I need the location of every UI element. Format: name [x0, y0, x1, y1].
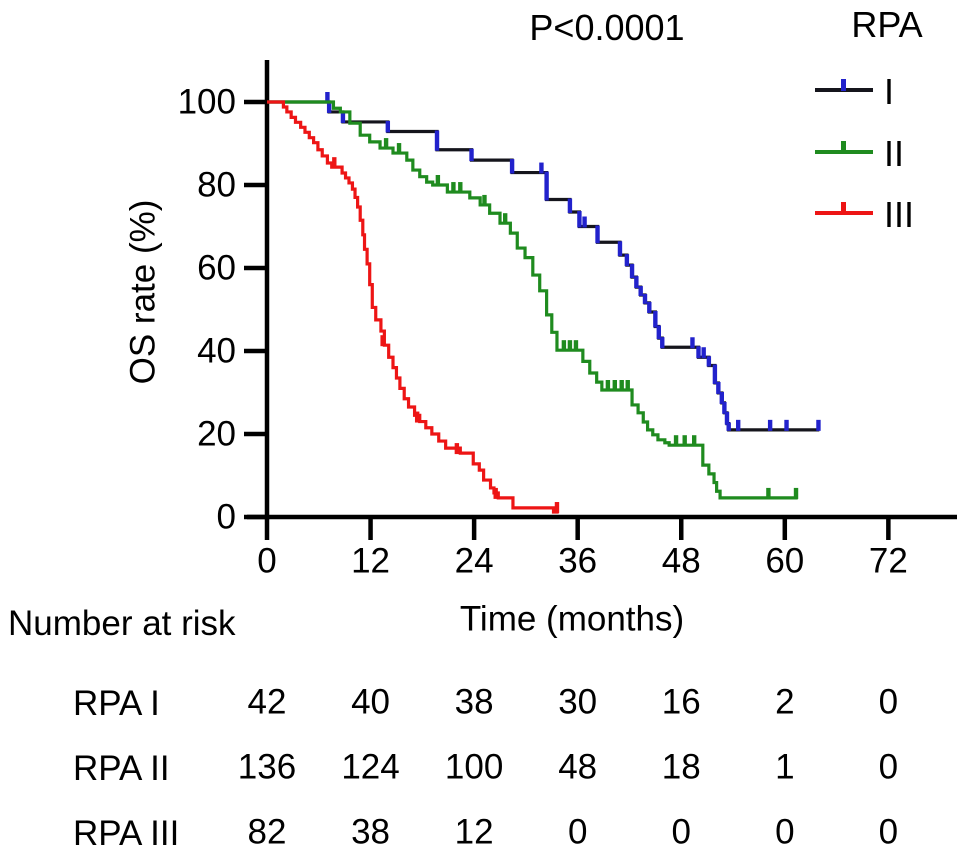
- x-axis-title: Time (months): [459, 599, 685, 639]
- risk-count-cell: 100: [444, 747, 504, 787]
- legend-title: RPA: [851, 4, 923, 45]
- y-tick-label: 20: [197, 414, 236, 454]
- x-tick-label: 12: [351, 541, 391, 581]
- x-tick-label: 36: [558, 541, 598, 581]
- risk-count-cell: 1: [775, 747, 795, 787]
- legend-label-III: III: [884, 194, 915, 235]
- risk-count-cell: 38: [454, 682, 494, 722]
- risk-count-cell: 42: [247, 682, 287, 722]
- x-tick-label: 60: [765, 541, 805, 581]
- risk-table-title: Number at risk: [8, 604, 236, 643]
- risk-count-cell: 30: [558, 682, 598, 722]
- risk-count-cell: 18: [661, 747, 701, 787]
- x-tick-label: 72: [868, 541, 908, 581]
- risk-count-cell: 38: [351, 812, 391, 852]
- risk-count-cell: 40: [351, 682, 391, 722]
- risk-count-cell: 0: [775, 812, 795, 852]
- risk-row-label: RPA III: [73, 814, 180, 853]
- legend-label-I: I: [884, 71, 895, 112]
- survival-curve-I: [267, 100, 820, 432]
- risk-count-cell: 82: [247, 812, 287, 852]
- y-tick-label: 60: [197, 248, 236, 288]
- y-tick-label: 80: [197, 165, 236, 205]
- x-tick-label: 0: [257, 541, 277, 581]
- legend-censor-tick-icon-II: [841, 141, 846, 153]
- risk-count-cell: 16: [661, 682, 701, 722]
- risk-count-cell: 12: [454, 812, 494, 852]
- risk-count-cell: 124: [341, 747, 400, 787]
- y-axis-title: OS rate (%): [123, 199, 163, 385]
- risk-count-cell: 0: [671, 812, 691, 852]
- survival-curve-II: [267, 100, 798, 500]
- risk-count-cell: 2: [775, 682, 795, 722]
- legend-label-II: II: [884, 133, 905, 174]
- y-tick-label: 40: [197, 331, 236, 371]
- x-tick-label: 24: [454, 541, 494, 581]
- y-tick-label: 0: [216, 497, 236, 537]
- survival-curve-III: [267, 100, 559, 514]
- survival-plot-canvas: [244, 60, 957, 540]
- risk-row-label: RPA I: [73, 684, 160, 723]
- legend-censor-tick-icon-III: [841, 202, 846, 214]
- risk-count-cell: 0: [878, 682, 899, 722]
- legend-censor-tick-icon-I: [841, 79, 846, 91]
- y-tick-label: 100: [177, 82, 236, 122]
- risk-count-cell: 0: [878, 747, 899, 787]
- risk-count-cell: 0: [567, 812, 588, 852]
- risk-count-cell: 136: [237, 747, 297, 787]
- risk-count-cell: 48: [558, 747, 598, 787]
- x-tick-label: 48: [661, 541, 701, 581]
- risk-row-label: RPA II: [73, 749, 170, 788]
- risk-count-cell: 0: [878, 812, 899, 852]
- p-value-annotation: P<0.0001: [529, 7, 685, 48]
